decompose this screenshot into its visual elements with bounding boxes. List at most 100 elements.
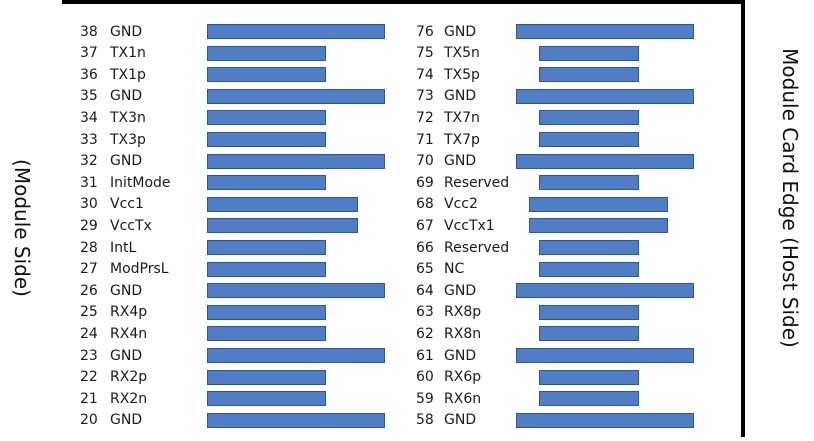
contact-pad — [516, 412, 694, 428]
pin-number: 63 — [416, 304, 434, 321]
card-edge-outline — [62, 0, 745, 437]
pin-name: GND — [110, 347, 143, 364]
pin-name: Vcc1 — [110, 196, 144, 213]
pin-name: RX6n — [444, 390, 482, 407]
contact-pad — [207, 304, 326, 320]
contact-pad — [207, 110, 326, 126]
pin-number: 61 — [416, 347, 434, 364]
pin-name: IntL — [110, 239, 137, 256]
contact-pad — [207, 412, 385, 428]
pin-number: 72 — [416, 109, 434, 126]
pin-number: 27 — [80, 261, 98, 278]
contact-pad — [207, 88, 385, 104]
pin-name: RX4n — [110, 325, 148, 342]
pin-number: 37 — [80, 45, 98, 62]
pin-number: 21 — [80, 390, 98, 407]
contact-pad — [539, 326, 639, 342]
pin-name: InitMode — [110, 174, 171, 191]
pin-name: RX8p — [444, 304, 482, 321]
contact-pad — [207, 153, 385, 169]
contact-pad — [207, 240, 326, 255]
pin-number: 71 — [416, 131, 434, 148]
pin-name: VccTx1 — [444, 217, 495, 234]
pin-number: 20 — [80, 412, 98, 429]
contact-pad — [207, 67, 326, 83]
pin-number: 65 — [416, 261, 434, 278]
pin-number: 75 — [416, 45, 434, 62]
pin-name: GND — [444, 412, 477, 429]
pin-name: NC — [444, 261, 465, 278]
pin-number: 60 — [416, 369, 434, 386]
contact-pad — [516, 153, 694, 169]
pin-number: 29 — [80, 217, 98, 234]
contact-pad — [516, 283, 694, 299]
contact-pad — [529, 218, 668, 234]
contact-pad — [207, 175, 326, 191]
contact-pad — [207, 24, 385, 39]
pin-name: RX2p — [110, 369, 148, 386]
contact-pad — [539, 369, 639, 385]
pin-number: 76 — [416, 23, 434, 40]
pin-name: Reserved — [444, 174, 510, 191]
contact-pad — [539, 67, 639, 83]
contact-pad — [207, 218, 358, 234]
pin-number: 33 — [80, 131, 98, 148]
contact-pad — [539, 110, 639, 126]
pin-number: 59 — [416, 390, 434, 407]
pin-name: TX3n — [110, 109, 146, 126]
host-side-label: Module Card Edge (Host Side) — [777, 48, 802, 348]
pin-name: TX1p — [110, 66, 146, 83]
pin-name: GND — [444, 153, 477, 170]
contact-pad — [207, 369, 326, 385]
pin-number: 28 — [80, 239, 98, 256]
pin-name: ModPrsL — [110, 261, 169, 278]
pin-name: GND — [110, 23, 143, 40]
pin-number: 67 — [416, 217, 434, 234]
pin-number: 70 — [416, 153, 434, 170]
pin-number: 22 — [80, 369, 98, 386]
contact-pad — [539, 175, 639, 191]
pin-name: TX7n — [444, 109, 480, 126]
pin-name: GND — [444, 347, 477, 364]
pin-number: 73 — [416, 88, 434, 105]
contact-pad — [539, 304, 639, 320]
pin-number: 36 — [80, 66, 98, 83]
contact-pad — [516, 88, 694, 104]
contact-pad — [207, 132, 326, 147]
pin-number: 62 — [416, 325, 434, 342]
pin-name: GND — [110, 412, 143, 429]
pin-name: TX5n — [444, 45, 480, 62]
pin-number: 25 — [80, 304, 98, 321]
contact-pad — [207, 391, 326, 407]
pin-name: TX5p — [444, 66, 480, 83]
pin-number: 24 — [80, 325, 98, 342]
pin-number: 74 — [416, 66, 434, 83]
pin-name: GND — [444, 23, 477, 40]
contact-pad — [539, 132, 639, 147]
pin-name: RX2n — [110, 390, 148, 407]
contact-pad — [539, 45, 639, 61]
contact-pad — [529, 196, 668, 212]
contact-pad — [207, 348, 385, 363]
pin-number: 58 — [416, 412, 434, 429]
contact-pad — [207, 261, 326, 277]
pin-name: GND — [110, 153, 143, 170]
contact-pad — [539, 240, 639, 255]
contact-pad — [516, 24, 694, 39]
pin-number: 64 — [416, 282, 434, 299]
pin-number: 34 — [80, 109, 98, 126]
pin-name: GND — [444, 282, 477, 299]
pin-name: RX6p — [444, 369, 482, 386]
pin-name: RX8n — [444, 325, 482, 342]
contact-pad — [516, 348, 694, 363]
pin-name: TX7p — [444, 131, 480, 148]
pin-number: 66 — [416, 239, 434, 256]
pin-number: 32 — [80, 153, 98, 170]
pin-name: VccTx — [110, 217, 152, 234]
contact-pad — [207, 283, 385, 299]
pin-name: RX4p — [110, 304, 148, 321]
contact-pad — [207, 326, 326, 342]
pin-number: 35 — [80, 88, 98, 105]
pin-name: GND — [444, 88, 477, 105]
pin-number: 30 — [80, 196, 98, 213]
